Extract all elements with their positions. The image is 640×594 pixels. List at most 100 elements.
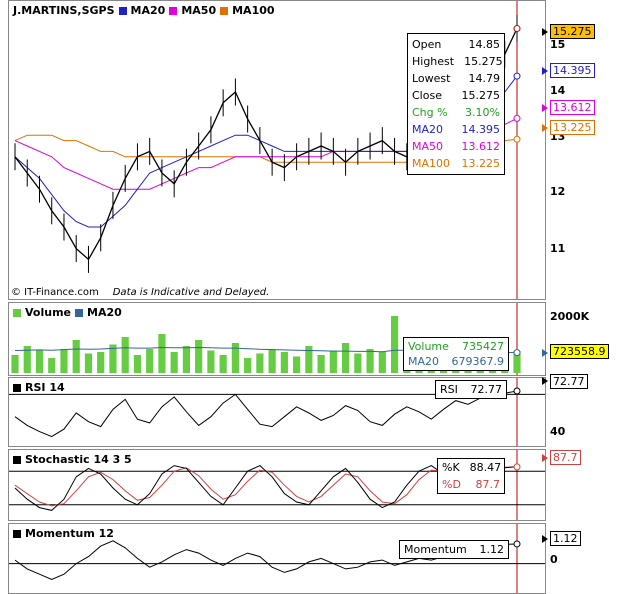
volume-bar: [133, 355, 142, 373]
high-label: Highest: [412, 55, 455, 68]
volume-value: 735427: [462, 340, 504, 353]
momentum-tick-label: 0: [550, 553, 558, 566]
momentum-tag: 1.12: [550, 531, 581, 546]
volume-info-box: Volume 735427 MA20 679367.9: [403, 337, 509, 371]
momentum-chart: [9, 524, 545, 593]
volume-bar: [11, 355, 19, 373]
price-arrow-icon: [542, 28, 548, 36]
price-tick-label: 12: [550, 185, 566, 198]
volume-bar: [366, 349, 374, 373]
low-value: 14.79: [468, 72, 501, 85]
chg-value: 3.10%: [465, 106, 500, 119]
rsi-label: RSI: [440, 383, 458, 396]
close-label: Close: [412, 89, 442, 102]
disclaimer-text: Data is Indicative and Delayed.: [112, 287, 270, 298]
volume-bar: [121, 337, 129, 373]
volume-bar: [390, 316, 399, 373]
volume-bar: [170, 352, 178, 373]
stoch-k-value: 88.47: [469, 461, 502, 474]
last-value-marker: [513, 349, 521, 357]
ma50-arrow-icon: [542, 104, 548, 112]
volume-legend-label: Volume: [25, 306, 71, 319]
volume-bar: [341, 343, 350, 373]
volume-ma20-value: 679367.9: [451, 355, 505, 368]
volume-tick-label: 2000K: [550, 310, 590, 323]
momentum-value: 1.12: [479, 543, 505, 556]
momentum-panel: Momentum 12 Momentum 1.12: [8, 523, 546, 594]
ma50-label: MA50: [412, 140, 444, 153]
volume-bar: [158, 334, 166, 373]
open-value: 14.85: [468, 38, 501, 51]
volume-bar: [317, 355, 325, 373]
volume-bar: [182, 346, 191, 373]
volume-ma-swatch: [75, 308, 83, 317]
momentum-legend: Momentum 12: [13, 527, 114, 540]
volume-ma-legend-label: MA20: [87, 306, 122, 319]
volume-bar: [109, 344, 117, 373]
last-value-marker: [513, 135, 521, 143]
last-value-marker: [513, 114, 521, 122]
last-value-marker: [513, 25, 521, 33]
close-value: 15.275: [461, 89, 501, 102]
volume-bar: [244, 358, 252, 373]
volume-bar: [195, 340, 203, 373]
ma20-legend-label: MA20: [130, 4, 166, 17]
rsi-info-box: RSI 72.77: [435, 380, 507, 399]
momentum-info-box: Momentum 1.12: [399, 540, 509, 559]
volume-bar: [84, 353, 93, 373]
price-tick-label: 15: [550, 38, 566, 51]
stoch-k-label: %K: [442, 461, 460, 474]
volume-bar: [219, 355, 227, 373]
ma50-tag: 13.612: [550, 100, 595, 115]
rsi-swatch: [13, 383, 21, 392]
volume-bar: [72, 340, 80, 373]
volume-bar: [293, 356, 301, 373]
volume-bar: [35, 350, 44, 373]
ma100-legend-label: MA100: [232, 4, 275, 17]
price-tick-label: 14: [550, 84, 566, 97]
ma50-value: 13.612: [461, 140, 501, 153]
stochastic-legend-label: Stochastic 14 3 5: [25, 453, 132, 466]
volume-bar: [146, 349, 154, 373]
volume-bar: [329, 350, 337, 373]
volume-legend: Volume MA20: [13, 306, 122, 319]
volume-bar: [231, 343, 239, 373]
ma20-swatch: [118, 6, 127, 15]
stoch-arrow-icon: [542, 454, 548, 462]
ma20-arrow-icon: [542, 67, 548, 75]
volume-bar: [513, 350, 521, 373]
momentum-swatch: [13, 529, 21, 538]
volume-label: Volume: [408, 340, 449, 353]
ma100-value: 13.225: [461, 157, 501, 170]
volume-bar: [378, 352, 386, 373]
rsi-tag: 72.77: [550, 374, 588, 389]
rsi-legend-label: RSI 14: [25, 381, 65, 394]
volume-bar: [256, 353, 264, 373]
credit-line: © IT-Finance.com Data is Indicative and D…: [11, 287, 269, 298]
rsi-arrow-icon: [542, 377, 548, 385]
stochastic-panel: Stochastic 14 3 5 %K 88.47 %D 87.7: [8, 449, 546, 521]
momentum-arrow-icon: [542, 535, 548, 543]
symbol-label: J.MARTINS,SGPS: [13, 4, 115, 17]
last-value-marker: [513, 540, 521, 548]
ma100-label: MA100: [412, 157, 451, 170]
stoch-tag: 87.7: [550, 450, 581, 465]
ma50-legend-label: MA50: [181, 4, 217, 17]
ma20-tag: 14.395: [550, 63, 595, 78]
credit-text: © IT-Finance.com: [11, 287, 99, 298]
momentum-label: Momentum: [404, 543, 467, 556]
volume-bar: [207, 350, 215, 373]
rsi-value: 72.77: [470, 383, 503, 396]
ohlc-info-box: Open 14.85 Highest 15.275 Lowest 14.79 Clos…: [407, 33, 505, 175]
volume-bar: [280, 352, 288, 373]
ma50-swatch: [169, 6, 178, 15]
volume-tag: 723558.9: [550, 344, 609, 359]
volume-bar: [268, 349, 276, 373]
volume-bar: [60, 349, 68, 373]
ma100-tag: 13.225: [550, 120, 595, 135]
ma20-value: 14.395: [461, 123, 501, 136]
low-label: Lowest: [412, 72, 451, 85]
last-value-marker: [513, 387, 521, 395]
stoch-k-line: [14, 465, 518, 511]
rsi-tick-label: 40: [550, 425, 566, 438]
